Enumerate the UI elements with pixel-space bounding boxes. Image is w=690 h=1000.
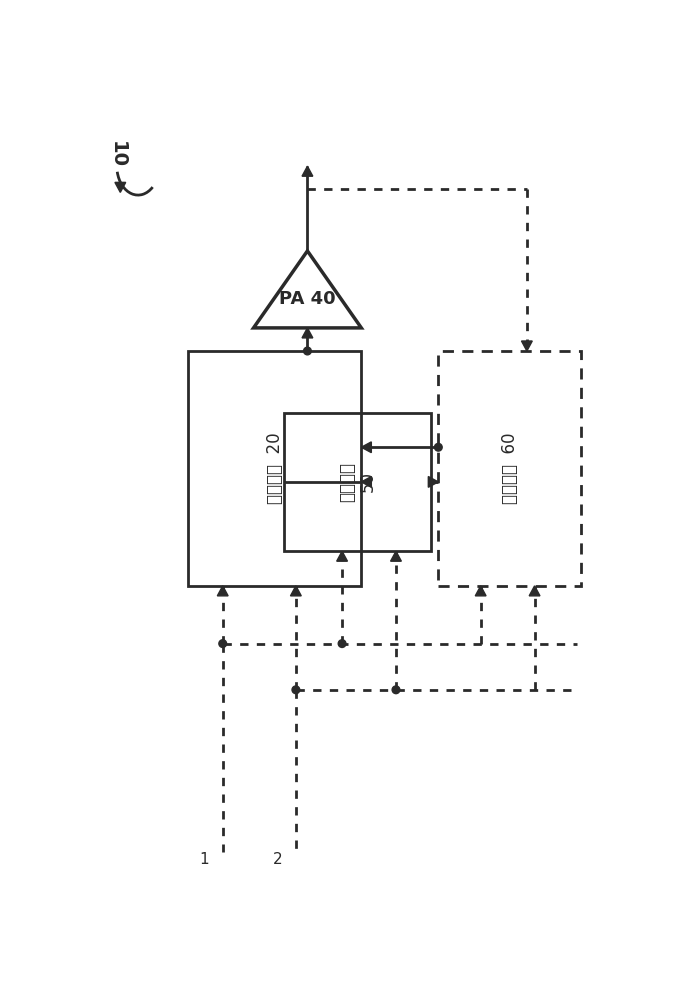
Circle shape — [304, 347, 311, 355]
Text: 1: 1 — [199, 852, 209, 867]
Polygon shape — [290, 586, 302, 596]
Circle shape — [219, 640, 226, 647]
Circle shape — [338, 640, 346, 647]
Bar — [188, 351, 362, 586]
Polygon shape — [362, 477, 371, 487]
Polygon shape — [529, 586, 540, 596]
Text: 发射电路  20: 发射电路 20 — [266, 433, 284, 504]
Circle shape — [392, 686, 400, 694]
Text: 10: 10 — [108, 141, 127, 168]
Circle shape — [292, 686, 299, 694]
Polygon shape — [302, 328, 313, 338]
Polygon shape — [522, 341, 532, 351]
Polygon shape — [428, 477, 438, 487]
Polygon shape — [115, 182, 126, 192]
Bar — [284, 413, 431, 551]
Circle shape — [435, 443, 442, 451]
Bar — [438, 351, 581, 586]
Polygon shape — [302, 166, 313, 176]
Text: 适配电路  60: 适配电路 60 — [500, 433, 519, 504]
Polygon shape — [391, 551, 402, 561]
Polygon shape — [362, 442, 371, 453]
Text: 选择电路
50: 选择电路 50 — [338, 462, 377, 502]
Text: 2: 2 — [273, 852, 282, 867]
Polygon shape — [475, 586, 486, 596]
Polygon shape — [217, 586, 228, 596]
Polygon shape — [337, 551, 348, 561]
Text: PA 40: PA 40 — [279, 290, 336, 308]
